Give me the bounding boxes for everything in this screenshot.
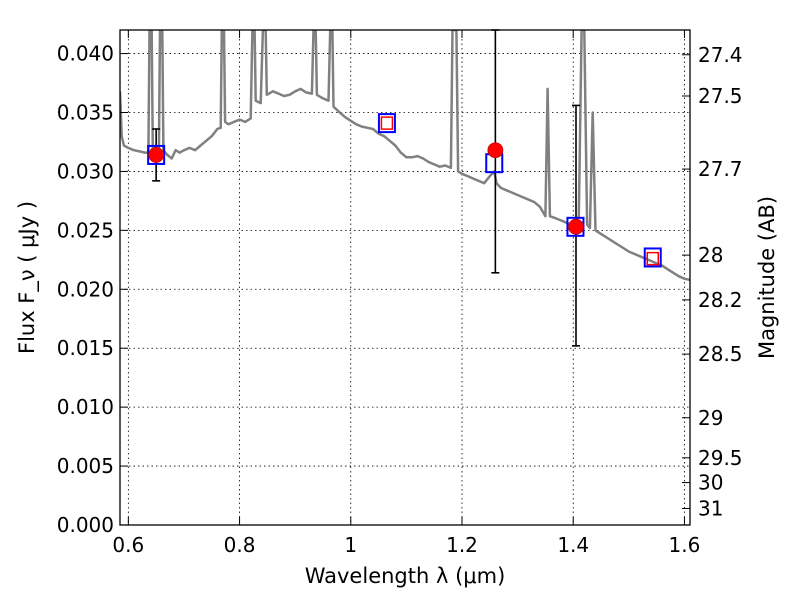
- y-tick-label: 0.035: [57, 101, 114, 125]
- observed-point: [487, 142, 504, 159]
- observed-point: [568, 218, 584, 235]
- x-tick-label: 1: [344, 533, 357, 557]
- plot-frame: [119, 29, 691, 526]
- axis-ticks: 0.6 0.8 1 1.2 1.4 1.6 0.000 0.005 0.010 0.015 0.02…: [57, 30, 743, 557]
- y-tick-label: 0.005: [57, 454, 114, 478]
- x-tick-label: 0.6: [112, 533, 144, 557]
- y-tick-label: 0.015: [57, 336, 114, 360]
- right-tick-label: 28.5: [698, 342, 743, 366]
- y-axis-label: Flux F_ν ( μJy ): [15, 201, 40, 354]
- right-tick-label: 29.5: [698, 446, 743, 470]
- right-tick-label: 27.5: [698, 84, 743, 108]
- right-tick-label: 28.2: [698, 288, 743, 312]
- x-tick-label: 0.8: [224, 533, 256, 557]
- right-tick-label: 27.4: [698, 43, 743, 67]
- right-tick-label: 29: [698, 406, 723, 430]
- data-points: [147, 29, 662, 347]
- spectrum-line: [120, 30, 690, 282]
- right-tick-label: 30: [698, 471, 723, 495]
- grid: [120, 30, 690, 525]
- fit-photometry-square: [380, 116, 394, 130]
- x-tick-label: 1.2: [446, 533, 478, 557]
- x-tick-label: 1.6: [669, 533, 701, 557]
- y-tick-label: 0.025: [57, 218, 114, 242]
- right-axis-label: Magnitude (AB): [755, 196, 779, 359]
- right-tick-label: 27.7: [698, 157, 743, 181]
- y-tick-label: 0.020: [57, 277, 114, 301]
- model-spectrum: [120, 30, 690, 282]
- model-photometry-square: [643, 247, 662, 268]
- y-tick-label: 0.030: [57, 159, 114, 183]
- x-tick-label: 1.4: [557, 533, 589, 557]
- y-tick-label: 0.000: [57, 513, 114, 537]
- x-axis-label: Wavelength λ (μm): [305, 564, 506, 588]
- right-tick-label: 28: [698, 243, 723, 267]
- model-photometry-square: [147, 144, 166, 165]
- observed-point: [148, 147, 165, 163]
- fit-photometry-square: [646, 251, 659, 266]
- model-photometry-square: [377, 113, 396, 134]
- y-tick-label: 0.040: [57, 42, 114, 66]
- y-tick-label: 0.010: [57, 395, 114, 419]
- right-tick-label: 31: [698, 497, 723, 521]
